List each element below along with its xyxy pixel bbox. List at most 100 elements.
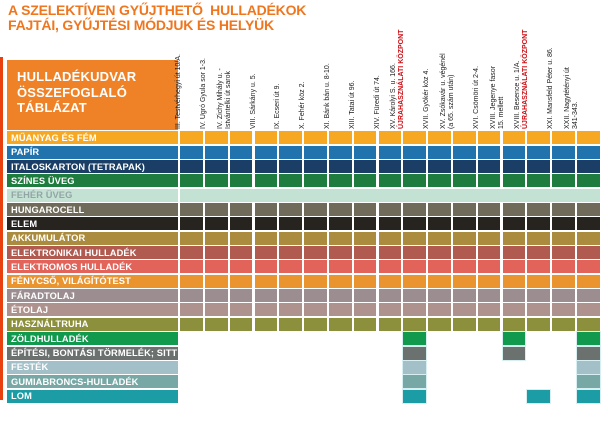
grid-cell-filled [577, 289, 600, 303]
grid-cell-filled [577, 217, 600, 231]
column-header-line: XVII. Gyökér köz 4. [423, 68, 431, 129]
grid-cell-filled [304, 217, 327, 231]
grid-cell-filled [402, 388, 427, 404]
grid-cell-filled [205, 231, 228, 245]
column-header-text: XVIII. Jegenye fasor 15. mellett [490, 19, 506, 129]
grid-cell-filled [552, 145, 575, 159]
column-header-line: IV. Zichy Mihály u. - [216, 68, 224, 129]
grid-cell-filled [279, 231, 302, 245]
grid-cell-filled [477, 131, 501, 145]
column-header-line: III. Testvérhegyi út 10/A. [175, 54, 183, 129]
grid-cell-empty [354, 332, 377, 345]
column-header-line: XV. Zsókavár u. végénél [440, 53, 448, 129]
grid-cell-filled [180, 260, 203, 274]
grid-cell-filled [304, 260, 327, 274]
grid-cell-filled [402, 374, 427, 390]
grid-cell-filled [353, 274, 377, 288]
grid-cell-filled [304, 160, 327, 174]
row-label: FESTÉK [7, 360, 178, 374]
grid-cell-filled [527, 217, 550, 231]
column-header-line: 15. mellett [497, 96, 505, 129]
grid-cell-empty [379, 375, 402, 388]
grid-cell-filled [205, 289, 228, 303]
grid-cell-filled [403, 131, 426, 145]
grid-cell-empty [180, 361, 203, 374]
row-label: FEHÉR ÜVEG [7, 188, 178, 202]
grid-cell-filled [378, 203, 402, 217]
grid-cell-filled [254, 217, 278, 231]
grid-cell-empty [478, 361, 501, 374]
grid-cell-filled [453, 160, 476, 174]
column-header-line: XIV. Füredi út 74. [373, 75, 381, 129]
grid-cell-filled [453, 246, 476, 260]
grid-cell-filled [229, 203, 253, 217]
grid-cell-filled [403, 145, 426, 159]
grid-cell-filled [279, 217, 302, 231]
column-header-text: X. Fehér köz 2. [299, 19, 307, 129]
grid-cell-filled [329, 145, 352, 159]
grid-cell-filled [353, 317, 377, 331]
grid-cell-empty [527, 332, 550, 345]
grid-cell-empty [255, 375, 278, 388]
grid-cell-empty [329, 390, 352, 403]
column-header-text: XV. Zsókavár u. végénél (a 65. szám után) [440, 19, 456, 129]
grid-cell-filled [502, 260, 526, 274]
grid-cell-filled [576, 331, 601, 347]
grid-cell-filled [527, 145, 550, 159]
grid-cell-empty [180, 347, 203, 360]
grid-cell-filled [180, 246, 203, 260]
grid-cell-filled [180, 131, 203, 145]
grid-cell-filled [552, 174, 575, 188]
grid-cell-empty [428, 361, 451, 374]
grid-cell-empty [329, 375, 352, 388]
grid-cell-filled [329, 174, 352, 188]
grid-cell-filled [279, 289, 302, 303]
grid-cell-filled [254, 317, 278, 331]
grid-cell-filled [577, 174, 600, 188]
column-header-line: X. Fehér köz 2. [299, 81, 307, 129]
grid-cell-filled [353, 217, 377, 231]
grid-cell-filled [453, 260, 476, 274]
grid-cell-filled [378, 231, 402, 245]
grid-cell-filled [353, 145, 377, 159]
grid-cell-filled [501, 345, 527, 361]
grid-cell-empty [230, 347, 253, 360]
grid-cell-filled [229, 231, 253, 245]
grid-cell-filled [577, 203, 600, 217]
grid-cell-filled [279, 145, 302, 159]
grid-cell-filled [229, 160, 253, 174]
grid-cell-empty [428, 375, 451, 388]
grid-cell-filled [552, 303, 575, 317]
column-header-text: XIII. Tatai út 96. [349, 19, 357, 129]
grid-cell-filled [304, 231, 327, 245]
grid-cell-filled [428, 160, 451, 174]
summary-box-line2: ÖSSZEFOGLALÓ [17, 84, 128, 100]
grid-cell-filled [279, 274, 302, 288]
grid-cell-filled [205, 145, 228, 159]
grid-cell-filled [403, 231, 426, 245]
grid-cell-empty [428, 332, 451, 345]
grid-cell-filled [403, 246, 426, 260]
grid-cell-empty [205, 332, 228, 345]
grid-cell-filled [502, 289, 526, 303]
grid-cell-empty [478, 375, 501, 388]
grid-cell-filled [353, 303, 377, 317]
grid-cell-empty [180, 332, 203, 345]
grid-cell-filled [180, 303, 203, 317]
grid-cell-filled [477, 260, 501, 274]
grid-cell-empty [205, 347, 228, 360]
grid-cell-filled [453, 317, 476, 331]
grid-cell-empty [230, 375, 253, 388]
grid-cell-empty [503, 361, 526, 374]
grid-cell-filled [378, 260, 402, 274]
grid-cell-filled [502, 145, 526, 159]
grid-cell-filled [428, 231, 451, 245]
grid-cell-filled [229, 274, 253, 288]
matrix-grid: HULLADÉKUDVAR ÖSSZEFOGLALÓ TÁBLÁZAT III.… [7, 13, 601, 404]
grid-cell-filled [552, 274, 575, 288]
column-header-line: (a 65. szám után) [448, 74, 456, 129]
grid-cell-empty [379, 332, 402, 345]
grid-cell-filled [205, 160, 228, 174]
grid-cell-filled [477, 217, 501, 231]
column-header-text: XXII. Nagytétényi út 341-343. [564, 19, 580, 129]
